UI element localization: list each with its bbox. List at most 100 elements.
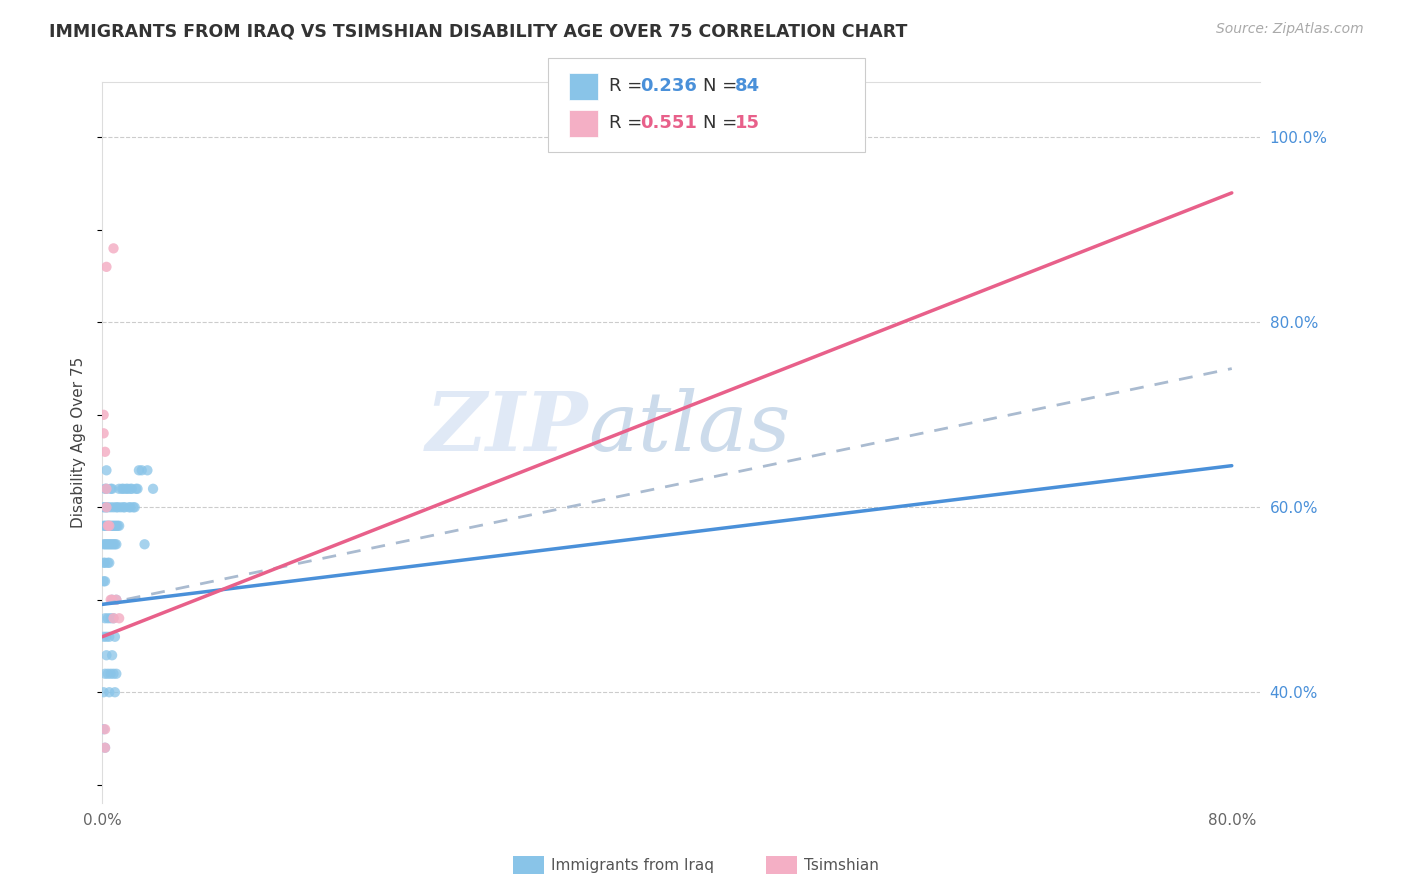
Point — [101, 648, 124, 663]
Point — [111, 482, 134, 496]
Point — [104, 630, 127, 644]
Point — [112, 482, 135, 496]
Point — [105, 592, 128, 607]
Point — [104, 685, 127, 699]
Point — [94, 445, 117, 459]
Point — [96, 463, 118, 477]
Text: Source: ZipAtlas.com: Source: ZipAtlas.com — [1216, 22, 1364, 37]
Point — [98, 518, 121, 533]
Point — [97, 518, 120, 533]
Point — [100, 537, 122, 551]
Point — [121, 482, 143, 496]
Point — [103, 500, 125, 515]
Point — [100, 666, 122, 681]
Point — [103, 518, 125, 533]
Point — [108, 482, 131, 496]
Point — [93, 723, 115, 737]
Point — [134, 537, 156, 551]
Point — [94, 574, 117, 589]
Point — [100, 592, 122, 607]
Point — [100, 482, 122, 496]
Point — [96, 537, 118, 551]
Point — [103, 537, 125, 551]
Point — [97, 537, 120, 551]
Point — [93, 685, 115, 699]
Text: 15: 15 — [735, 114, 761, 132]
Point — [127, 482, 149, 496]
Point — [131, 463, 153, 477]
Point — [120, 500, 142, 515]
Text: Tsimshian: Tsimshian — [804, 858, 879, 872]
Point — [93, 408, 115, 422]
Point — [125, 482, 148, 496]
Point — [98, 518, 121, 533]
Point — [120, 482, 142, 496]
Point — [96, 260, 118, 274]
Point — [98, 685, 121, 699]
Point — [94, 666, 117, 681]
Point — [97, 556, 120, 570]
Point — [100, 518, 122, 533]
Point — [98, 537, 121, 551]
Point — [96, 518, 118, 533]
Point — [94, 556, 117, 570]
Text: Immigrants from Iraq: Immigrants from Iraq — [551, 858, 714, 872]
Point — [105, 518, 128, 533]
Point — [107, 518, 129, 533]
Point — [101, 482, 124, 496]
Point — [94, 740, 117, 755]
Point — [108, 518, 131, 533]
Point — [107, 500, 129, 515]
Point — [103, 666, 125, 681]
Point — [94, 537, 117, 551]
Point — [122, 500, 145, 515]
Point — [114, 500, 136, 515]
Point — [97, 666, 120, 681]
Point — [128, 463, 150, 477]
Point — [104, 537, 127, 551]
Point — [98, 630, 121, 644]
Point — [118, 500, 141, 515]
Point — [96, 648, 118, 663]
Text: 0.236: 0.236 — [640, 78, 696, 95]
Point — [96, 630, 118, 644]
Point — [96, 500, 118, 515]
Point — [100, 500, 122, 515]
Point — [94, 611, 117, 625]
Text: N =: N = — [703, 114, 742, 132]
Point — [96, 482, 118, 496]
Point — [108, 611, 131, 625]
Point — [101, 537, 124, 551]
Point — [94, 482, 117, 496]
Text: atlas: atlas — [589, 388, 790, 468]
Point — [94, 723, 117, 737]
Point — [93, 426, 115, 441]
Point — [100, 611, 122, 625]
Point — [136, 463, 159, 477]
Point — [93, 500, 115, 515]
Text: N =: N = — [703, 78, 742, 95]
Point — [96, 482, 118, 496]
Point — [98, 556, 121, 570]
Point — [96, 500, 118, 515]
Text: 0.551: 0.551 — [640, 114, 696, 132]
Point — [93, 630, 115, 644]
Point — [104, 518, 127, 533]
Point — [105, 592, 128, 607]
Text: 84: 84 — [735, 78, 761, 95]
Point — [97, 500, 120, 515]
Point — [101, 592, 124, 607]
Text: ZIP: ZIP — [426, 388, 589, 468]
Point — [103, 611, 125, 625]
Text: R =: R = — [609, 114, 648, 132]
Point — [103, 241, 125, 255]
Point — [110, 500, 132, 515]
Point — [94, 740, 117, 755]
Point — [115, 482, 138, 496]
Point — [93, 537, 115, 551]
Text: R =: R = — [609, 78, 648, 95]
Point — [117, 482, 139, 496]
Point — [93, 574, 115, 589]
Text: IMMIGRANTS FROM IRAQ VS TSIMSHIAN DISABILITY AGE OVER 75 CORRELATION CHART: IMMIGRANTS FROM IRAQ VS TSIMSHIAN DISABI… — [49, 22, 908, 40]
Point — [124, 500, 146, 515]
